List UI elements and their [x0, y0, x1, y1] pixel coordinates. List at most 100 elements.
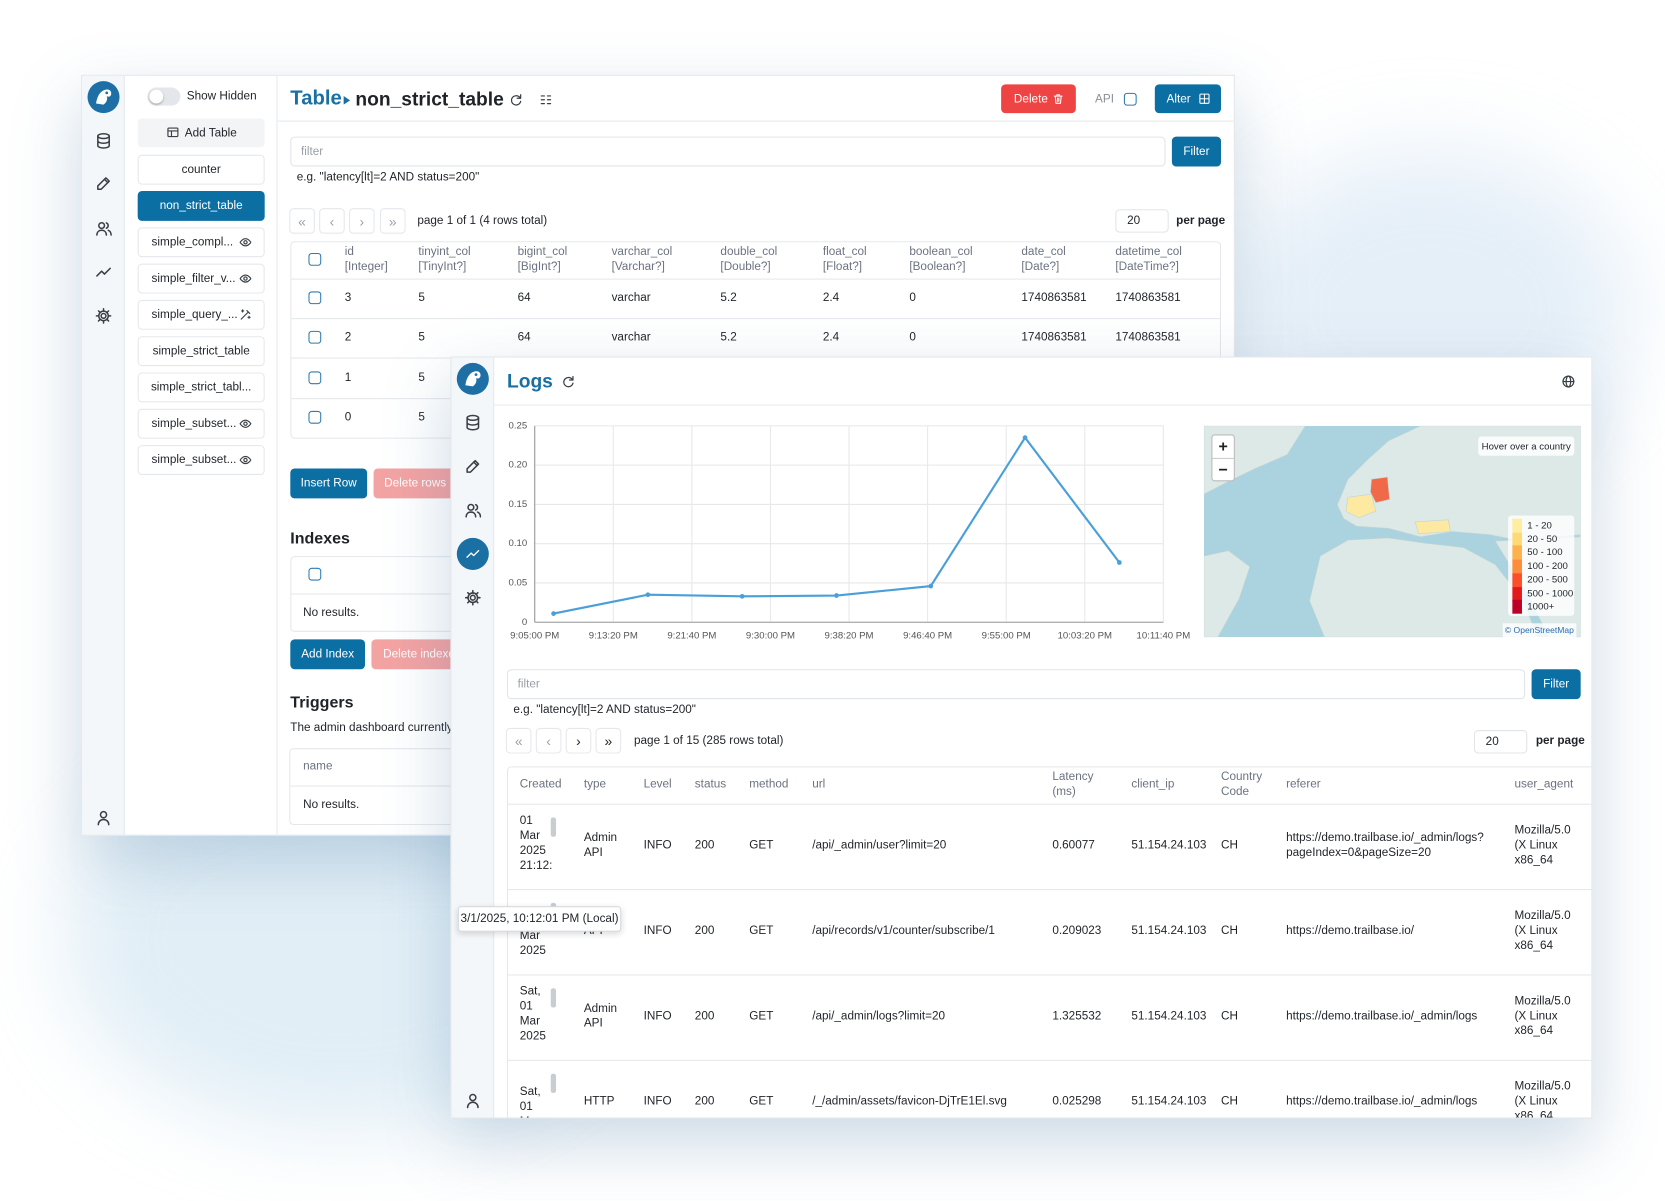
filter-input[interactable]: filter	[506, 669, 1526, 700]
filter-button[interactable]: Filter	[1171, 136, 1221, 167]
cell: /_/admin/assets/favicon-DjTrE1El.svg	[812, 1095, 1007, 1108]
icon-part	[466, 417, 480, 431]
checkbox[interactable]	[308, 410, 322, 424]
column-type: [Boolean?]	[909, 260, 966, 274]
cell: /api/_admin/logs?limit=20	[812, 1009, 946, 1023]
point	[739, 593, 745, 599]
zoom-in[interactable]: +	[1212, 435, 1234, 459]
cell: 1.325532	[1052, 1009, 1102, 1023]
column-type: [Float?]	[822, 260, 863, 274]
icon-gear	[95, 308, 112, 324]
page-button[interactable]: ‹	[535, 727, 562, 754]
filter-hint: e.g. "latency[lt]=2 AND status=200"	[296, 170, 480, 184]
y-tick-label: 0.25	[509, 420, 528, 431]
toggle-label: Show Hidden	[186, 89, 257, 103]
cell: 0	[344, 410, 352, 424]
tooltip: 3/1/2025, 10:12:01 PM (Local)	[457, 906, 622, 932]
cell: CH	[1220, 1095, 1238, 1108]
icon-part	[474, 373, 478, 377]
icon-part	[97, 177, 110, 191]
table-link[interactable]: simple_subset...	[137, 445, 265, 475]
cell: 5.2	[720, 291, 737, 305]
cell: GET	[749, 1009, 774, 1023]
zoom-out[interactable]: −	[1218, 460, 1228, 479]
column-name: type	[583, 778, 607, 791]
icon-cols	[540, 94, 551, 104]
table-link[interactable]: simple_compl...	[137, 227, 265, 258]
page-size[interactable]: 20	[1115, 209, 1169, 233]
filter-button[interactable]: Filter	[1531, 669, 1581, 700]
column-name: datetime_col	[1115, 245, 1182, 259]
cell: GET	[749, 924, 774, 938]
toggle-knob	[149, 89, 164, 104]
icon-part	[465, 503, 482, 518]
page-info: page 1 of 15 (285 rows total)	[633, 734, 784, 748]
icon-part	[167, 127, 179, 138]
page-button[interactable]: ›	[565, 727, 592, 754]
alter-button[interactable]: Alter	[1154, 84, 1221, 114]
checkbox[interactable]	[308, 330, 322, 344]
legend-swatch	[1512, 600, 1522, 614]
icon-part	[239, 455, 252, 465]
cell: Mozilla/5.0 (X Linux x86_64	[1514, 994, 1571, 1038]
column-name: user_agent	[1514, 778, 1574, 791]
icon-part	[95, 308, 112, 324]
cell: https://demo.trailbase.io/_admin/logs	[1286, 1095, 1478, 1108]
cell: Mozilla/5.0 (X Linux x86_64	[1514, 1080, 1571, 1119]
map-land	[1309, 537, 1539, 638]
cell: Sat, 01 Mar	[519, 1085, 541, 1117]
page-button[interactable]: «	[505, 727, 532, 754]
icon-gear	[464, 589, 481, 606]
page-button[interactable]: »	[595, 727, 622, 754]
table-link[interactable]: simple_subset...	[137, 408, 265, 439]
y-tick-label: 0.20	[509, 460, 528, 471]
icon-part	[467, 503, 475, 511]
column-name: Latency (ms)	[1052, 770, 1094, 799]
table-link[interactable]: simple_filter_v...	[137, 263, 265, 294]
cell: 64	[517, 330, 531, 344]
checkbox[interactable]	[308, 252, 322, 266]
icon-part	[239, 238, 252, 247]
filter-hint: e.g. "latency[lt]=2 AND status=200"	[513, 703, 696, 717]
add-table-button[interactable]: Add Table	[137, 118, 265, 148]
y-tick-label: 0.15	[509, 499, 528, 510]
table-link[interactable]: counter	[137, 154, 265, 185]
column-name: boolean_col	[909, 245, 973, 259]
table-link[interactable]: simple_strict_tabl...	[137, 372, 265, 403]
column-name: status	[694, 778, 727, 791]
column-name: Created	[519, 778, 562, 791]
legend-label: 200 - 500	[1527, 573, 1568, 585]
insert-row-button[interactable]: Insert Row	[290, 468, 368, 499]
checkbox[interactable]	[308, 291, 322, 305]
x-tick-label: 9:38:20 PM	[824, 631, 873, 642]
logo	[87, 81, 120, 114]
icon-part	[240, 309, 251, 320]
icon-part	[99, 810, 108, 819]
delete-button[interactable]: Delete	[1001, 84, 1076, 114]
point	[551, 611, 556, 616]
checkbox[interactable]	[308, 371, 322, 385]
table-link[interactable]: simple_query_...	[137, 299, 265, 330]
page-button[interactable]: «	[289, 208, 315, 234]
filter-input[interactable]: filter	[290, 136, 1166, 167]
checkbox[interactable]	[308, 567, 322, 581]
icon-user	[466, 1093, 479, 1109]
page-button[interactable]: ›	[349, 208, 375, 234]
icon-globe	[1561, 375, 1574, 388]
icon-rail	[82, 75, 125, 835]
checkbox[interactable]	[1123, 92, 1137, 106]
column-name: referer	[1286, 778, 1321, 791]
delete-rows-button[interactable]: Delete rows	[373, 468, 457, 499]
page-button[interactable]: »	[379, 208, 406, 234]
add-index-button[interactable]: Add Index	[290, 639, 366, 670]
column-name: date_col	[1021, 245, 1066, 259]
toggle[interactable]	[147, 87, 181, 106]
page-size[interactable]: 20	[1473, 730, 1528, 754]
delete-index-button[interactable]: Delete indexe	[371, 639, 457, 670]
page-button[interactable]: ‹	[319, 208, 345, 234]
table-link[interactable]: simple_strict_table	[137, 336, 265, 367]
cell: Mar 2025	[519, 929, 546, 958]
table-link[interactable]: non_strict_table	[137, 191, 265, 221]
logs-window: Logs 0 0.05 0.10 0.15 0.20 0.25 9:05:00 PM 9:13:…	[450, 356, 1593, 1119]
legend-swatch	[1512, 545, 1522, 560]
